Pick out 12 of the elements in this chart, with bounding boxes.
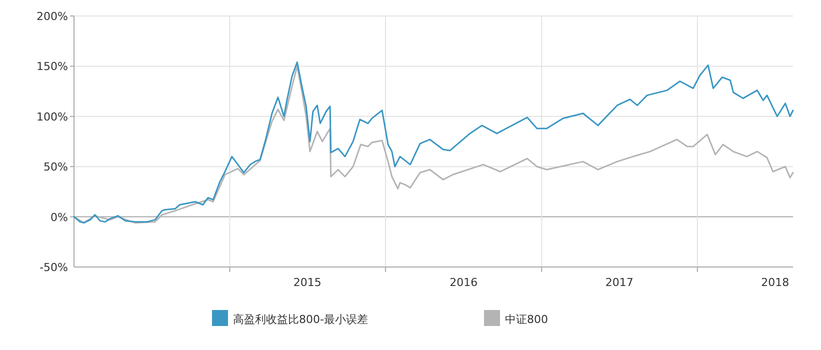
y-tick-label: 200% — [36, 10, 68, 23]
x-tick-label: 2018 — [761, 276, 790, 289]
y-tick-label: 0% — [50, 210, 68, 224]
y-tick-label: -50% — [40, 261, 68, 274]
legend-label: 中证800 — [505, 313, 548, 326]
y-tick-label: 100% — [36, 110, 68, 124]
legend-label: 高盈利收益比800-最小误差 — [233, 313, 368, 326]
x-tick-label: 2015 — [293, 276, 322, 289]
y-tick-label: 150% — [36, 60, 68, 74]
y-tick-label: 50% — [44, 160, 68, 174]
x-tick-label: 2017 — [605, 276, 634, 289]
x-tick-label: 2016 — [450, 276, 478, 289]
